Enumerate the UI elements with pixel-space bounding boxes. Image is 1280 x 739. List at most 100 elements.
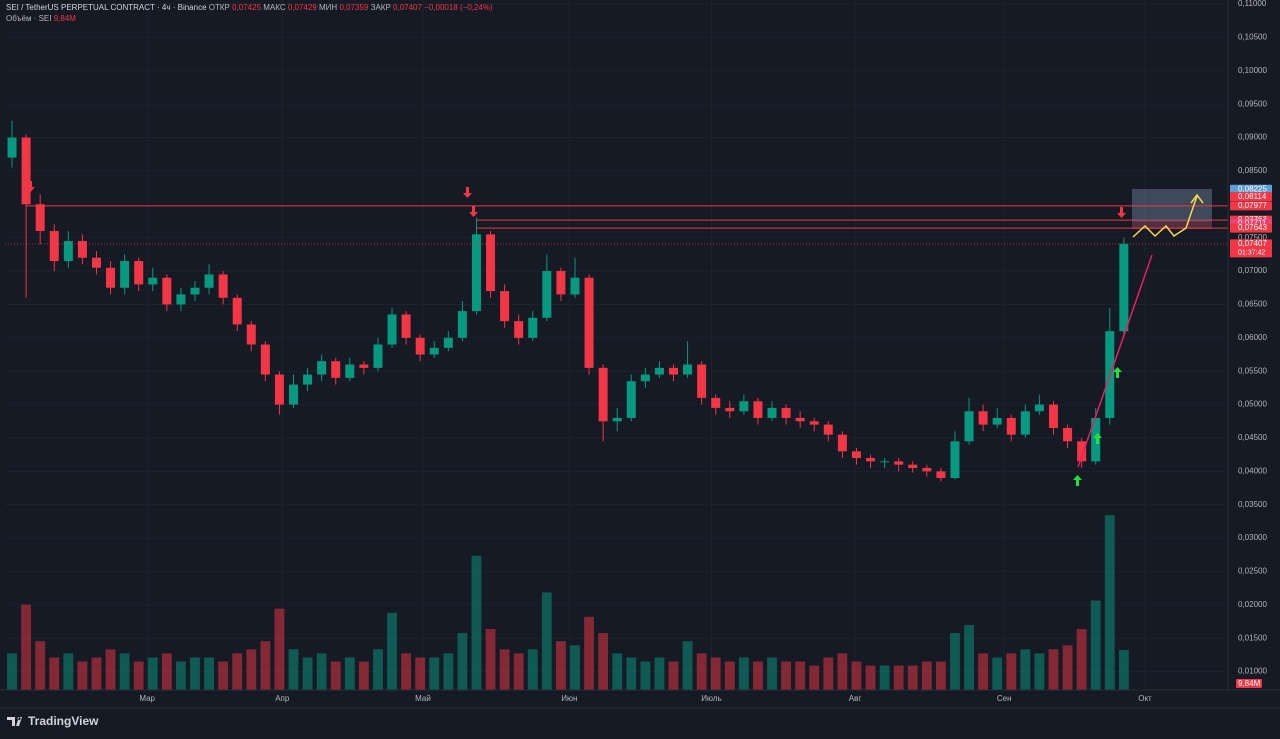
volume-bar <box>302 657 313 690</box>
volume-bar <box>964 624 974 690</box>
y-tick-label: 0,09000 <box>1238 133 1267 142</box>
candle-body <box>753 401 763 418</box>
candle-body <box>120 261 130 288</box>
ohlc-label: ОТКР <box>209 3 230 12</box>
y-tick-label: 0,03500 <box>1238 500 1267 509</box>
y-tick-label: 0,03000 <box>1238 533 1267 542</box>
ohlc-label: ЗАКР <box>371 3 391 12</box>
countdown: 01:37:42 <box>1238 250 1265 257</box>
candle-body <box>359 364 369 368</box>
volume-bar <box>1048 649 1059 690</box>
volume-bar <box>35 641 46 690</box>
candle-body <box>598 367 608 422</box>
axes: 0,11000 0,10500 0,10000 0,09500 0,09000 0,085… <box>0 0 1280 709</box>
candle-body <box>908 464 918 469</box>
volume-bar <box>147 657 158 690</box>
x-tick-label: Окт <box>1138 694 1152 703</box>
volume-bar <box>1034 653 1045 690</box>
volume-bar <box>668 661 679 690</box>
candle-body <box>1119 243 1129 332</box>
volume-bar <box>1062 645 1073 690</box>
volume-label-bg <box>1236 679 1262 688</box>
level-label: 0,07977 <box>1238 201 1267 210</box>
volume-bar <box>640 661 651 690</box>
volume-bar <box>232 653 243 690</box>
y-tick-label: 0,02000 <box>1238 600 1267 609</box>
x-tick-label: Сен <box>997 694 1012 703</box>
candle-body <box>851 451 861 458</box>
candle-body <box>162 277 172 305</box>
volume-bar <box>499 649 510 690</box>
candle-body <box>1077 441 1087 462</box>
x-tick-label: Май <box>415 694 431 703</box>
candle-body <box>486 234 496 292</box>
volume-bar <box>893 665 904 690</box>
volume-bar <box>555 641 566 690</box>
volume-bar <box>1104 515 1115 690</box>
volume-bar <box>344 657 355 690</box>
y-tick-label: 0,04500 <box>1238 433 1267 442</box>
level-label: 0,07711 <box>1238 219 1267 228</box>
volume-bar <box>190 657 200 690</box>
volume-bar <box>260 641 271 690</box>
volume-bar <box>682 641 693 690</box>
level-label-bg <box>1230 201 1272 211</box>
volume-pane <box>7 515 1129 690</box>
volume-bar <box>907 665 918 690</box>
ohlc-value: 0,07359 <box>339 3 368 12</box>
candle-body <box>1048 404 1058 428</box>
candle-body <box>781 407 791 418</box>
volume-legend: Объём · SEI 9,84M <box>6 14 76 23</box>
volume-bar <box>91 657 102 690</box>
up-arrow <box>1093 433 1102 444</box>
x-tick-label: Июль <box>701 694 721 703</box>
candle-body <box>415 337 425 355</box>
volume-bar <box>781 661 792 690</box>
level-label-bg <box>1230 223 1272 233</box>
candle-body <box>837 434 847 452</box>
volume-bar <box>823 657 834 690</box>
y-tick-label: 0,07500 <box>1238 233 1267 242</box>
candle-body <box>612 417 622 422</box>
volume-bar <box>77 661 88 690</box>
candle-body <box>246 324 256 345</box>
volume-bar <box>471 555 482 690</box>
candle-body <box>683 364 693 375</box>
volume-bar <box>541 592 552 690</box>
candle-body <box>711 397 721 408</box>
volume-bar <box>753 661 763 690</box>
volume-bar <box>654 657 665 690</box>
candle-body <box>1020 411 1030 435</box>
candle-body <box>148 277 158 285</box>
volume-bar <box>1020 649 1031 690</box>
down-arrow <box>469 206 478 217</box>
candle-body <box>21 137 31 205</box>
candle-body <box>373 344 383 368</box>
y-tick-label: 0,09500 <box>1238 99 1267 108</box>
x-tick-label: Мар <box>139 694 155 703</box>
candle-body <box>626 381 636 418</box>
y-tick-label: 0,11000 <box>1238 0 1267 8</box>
candle-body <box>767 407 777 418</box>
y-tick-label: 0,05500 <box>1238 366 1267 375</box>
candle-body <box>500 291 510 322</box>
projection-path <box>1132 195 1198 238</box>
candle-body <box>190 287 200 295</box>
y-tick-label: 0,07000 <box>1238 266 1267 275</box>
y-tick-label: 0,01500 <box>1238 633 1267 642</box>
candle-body <box>289 384 299 405</box>
candle-body <box>303 374 313 385</box>
volume-bar <box>288 649 299 690</box>
volume-bar <box>274 608 285 690</box>
level-label: 0,08114 <box>1238 192 1267 201</box>
volume-bar <box>851 661 862 690</box>
candle-body <box>1006 417 1016 435</box>
candle-body <box>35 204 45 232</box>
volume-bar <box>879 665 890 690</box>
volume-bar <box>865 665 876 690</box>
volume-bar <box>316 653 327 690</box>
candle-body <box>204 274 214 288</box>
candle-body <box>556 271 566 295</box>
y-tick-label: 0,05000 <box>1238 400 1267 409</box>
